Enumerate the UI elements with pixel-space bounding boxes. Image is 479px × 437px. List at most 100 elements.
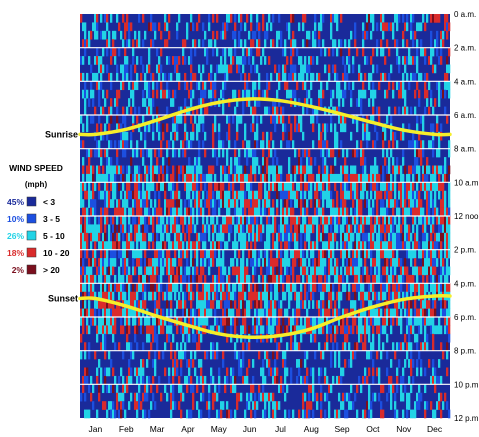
heatmap-cell [82,232,85,242]
heatmap-cell [356,148,359,158]
heatmap-cell [196,317,199,326]
heatmap-cell [384,89,387,99]
heatmap-cell [146,224,149,234]
heatmap-cell [418,249,421,259]
heatmap-cell [440,232,443,242]
heatmap-cell [416,173,419,183]
heatmap-cell [158,325,161,335]
heatmap-cell [80,392,83,402]
heatmap-cell [412,224,415,234]
heatmap-cell [110,165,113,175]
heatmap-cell [448,22,451,32]
heatmap-cell [226,22,229,32]
heatmap-cell [186,22,189,32]
heatmap-cell [214,249,217,259]
heatmap-cell [170,190,173,200]
heatmap-cell [386,207,389,217]
heatmap-cell [108,266,111,276]
heatmap-cell [176,207,179,217]
heatmap-cell [318,375,321,385]
heatmap-cell [188,173,191,183]
heatmap-cell [336,22,339,32]
heatmap-cell [308,190,311,200]
heatmap-cell [280,266,283,276]
heatmap-cell [334,123,337,133]
heatmap-cell [372,199,375,208]
heatmap-cell [340,317,343,326]
month-label: Nov [396,424,412,434]
heatmap-cell [94,249,97,259]
heatmap-cell [96,300,99,309]
heatmap-cell [382,384,385,394]
heatmap-cell [268,173,271,183]
heatmap-cell [314,325,317,335]
heatmap-cell [300,317,303,326]
heatmap-cell [154,325,157,335]
heatmap-cell [220,224,223,234]
heatmap-cell [272,157,275,166]
heatmap-cell [196,258,199,267]
heatmap-cell [164,22,167,32]
heatmap-cell [322,300,325,309]
heatmap-cell [338,350,341,360]
heatmap-cell [366,199,369,208]
heatmap-cell [152,22,155,32]
heatmap-cell [280,165,283,175]
heatmap-cell [362,224,365,234]
heatmap-cell [308,89,311,99]
heatmap-cell [350,325,353,335]
heatmap-cell [258,72,261,82]
heatmap-cell [202,39,205,48]
heatmap-cell [298,249,301,259]
heatmap-cell [236,317,239,326]
heatmap-cell [430,266,433,276]
heatmap-cell [84,308,87,318]
heatmap-cell [442,165,445,175]
heatmap-cell [128,367,131,377]
heatmap-cell [182,224,185,234]
heatmap-cell [176,216,179,225]
heatmap-cell [122,308,125,318]
heatmap-cell [410,342,413,351]
heatmap-cell [88,325,91,335]
heatmap-cell [250,173,253,183]
heatmap-cell [418,98,421,107]
heatmap-cell [312,241,315,250]
heatmap-cell [416,207,419,217]
heatmap-cell [212,291,215,301]
heatmap-cell [336,325,339,335]
heatmap-cell [270,258,273,267]
heatmap-cell [370,258,373,267]
heatmap-cell [284,123,287,133]
heatmap-cell [176,266,179,276]
heatmap-cell [358,274,361,284]
heatmap-cell [204,300,207,309]
heatmap-cell [392,258,395,267]
heatmap-cell [86,274,89,284]
heatmap-cell [320,300,323,309]
legend-range-label: 3 - 5 [43,214,60,224]
heatmap-cell [334,157,337,166]
heatmap-cell [400,325,403,335]
month-label: May [211,424,228,434]
heatmap-cell [120,123,123,133]
heatmap-cell [192,325,195,335]
heatmap-cell [370,224,373,234]
heatmap-cell [252,39,255,48]
heatmap-cell [380,274,383,284]
heatmap-cell [284,409,287,419]
heatmap-cell [236,350,239,360]
heatmap-cell [298,359,301,368]
heatmap-cell [382,14,385,23]
heatmap-cell [316,317,319,326]
heatmap-cell [84,300,87,309]
heatmap-cell [398,232,401,242]
heatmap-cell [126,274,129,284]
heatmap-cell [228,165,231,175]
heatmap-cell [342,367,345,377]
heatmap-cell [142,64,145,74]
heatmap-cell [390,64,393,74]
heatmap-cell [196,22,199,32]
heatmap-cell [370,182,373,192]
heatmap-cell [390,216,393,225]
